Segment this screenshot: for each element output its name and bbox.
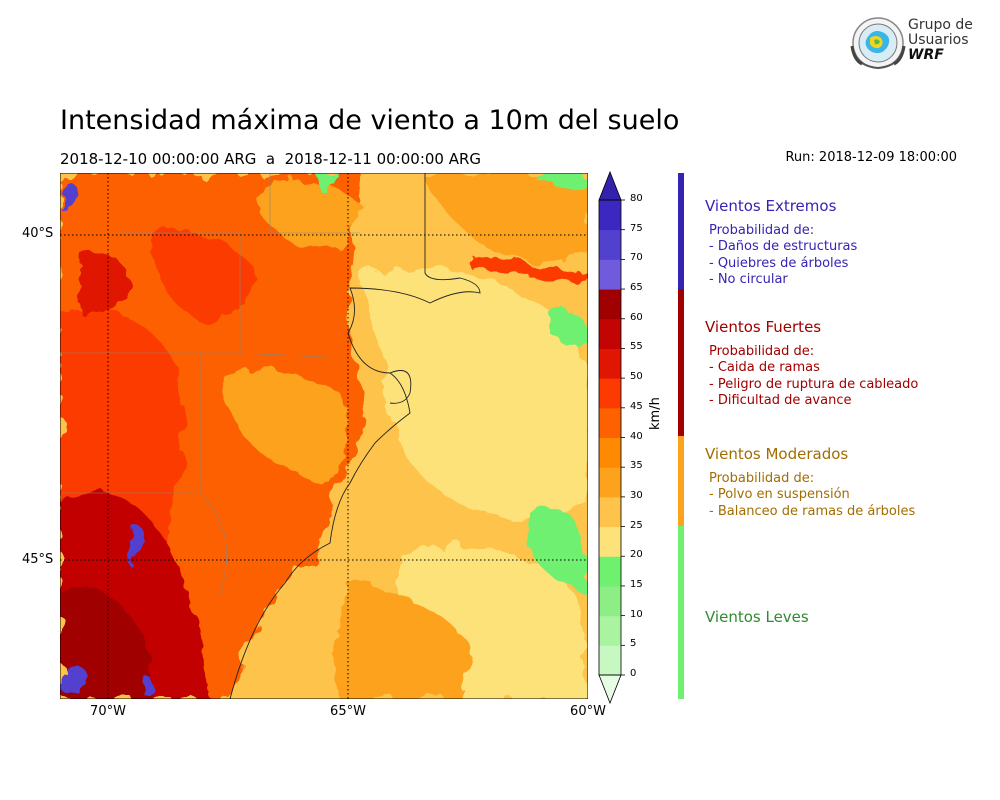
colorbar-band xyxy=(599,318,621,349)
lat-label-40s: 40°S xyxy=(22,226,54,241)
colorbar-unit: km/h xyxy=(648,397,663,430)
category-line: - Dificultad de avance xyxy=(709,393,852,409)
map-title: Intensidad máxima de viento a 10m del su… xyxy=(60,105,680,136)
logo-line-3: WRF xyxy=(908,47,944,63)
ocean-low-wind xyxy=(360,266,588,518)
category-list-extreme: Probabilidad de: - Daños de estructuras … xyxy=(709,223,857,289)
land-extreme-wind xyxy=(62,177,74,212)
category-line: Probabilidad de: xyxy=(709,471,815,486)
ocean-light-wind xyxy=(550,311,588,346)
run-timestamp: Run: 2018-12-09 18:00:00 xyxy=(785,150,957,165)
logo-text: Grupo de Usuarios WRF xyxy=(908,18,973,63)
colorbar-tick-label: 35 xyxy=(630,460,643,472)
colorbar-tick-label: 80 xyxy=(630,193,643,204)
category-title-moderate: Vientos Moderados xyxy=(705,445,849,463)
colorbar-band xyxy=(599,496,621,528)
ocean-light-wind xyxy=(530,509,588,593)
colorbar-tick-label: 10 xyxy=(630,608,643,620)
colorbar-tick-label: 30 xyxy=(630,489,643,501)
land-very-strong-wind xyxy=(80,251,130,315)
category-line: - No circular xyxy=(709,272,788,288)
colorbar-tick-label: 25 xyxy=(630,519,643,531)
colorbar-band xyxy=(599,200,621,231)
colorbar-tick-label: 75 xyxy=(630,222,643,234)
colorbar-band xyxy=(599,289,621,320)
coastline xyxy=(229,173,481,699)
colorbar-band xyxy=(599,437,621,468)
ocean-moderate-wind xyxy=(420,173,588,261)
colorbar-band xyxy=(599,645,621,676)
land-extreme-wind xyxy=(130,522,145,569)
category-line: Probabilidad de: xyxy=(709,344,815,359)
category-title-strong: Vientos Fuertes xyxy=(705,318,822,336)
colorbar-tick-label: 45 xyxy=(630,400,643,412)
colorbar-band xyxy=(599,585,621,617)
category-line: - Quiebres de árboles xyxy=(709,255,849,271)
colorbar-band xyxy=(599,467,621,498)
colorbar-tick-label: 40 xyxy=(630,430,643,442)
category-line: - Balanceo de ramas de árboles xyxy=(709,503,916,519)
ocean-strong-wind xyxy=(470,253,588,283)
colorbar-extend-min xyxy=(598,674,622,705)
category-title-extreme: Vientos Extremos xyxy=(705,197,837,215)
colorbar-tick-label: 55 xyxy=(630,341,643,353)
colorbar xyxy=(598,170,625,705)
lon-label-70w: 70°W xyxy=(90,704,126,719)
land-extreme-wind xyxy=(60,662,90,693)
globe-emblem-icon xyxy=(850,17,906,70)
colorbar-tick-label: 5 xyxy=(630,638,637,650)
colorbar-band xyxy=(599,378,621,409)
colorbar-band xyxy=(599,259,621,290)
category-line: - Polvo en suspensión xyxy=(709,487,850,503)
colorbar-tick-label: 50 xyxy=(630,371,643,383)
lat-label-45s: 45°S xyxy=(22,552,54,567)
category-line: - Caida de ramas xyxy=(709,360,820,376)
land-strong-wind xyxy=(150,231,252,323)
lon-label-65w: 65°W xyxy=(330,704,366,719)
category-line: - Daños de estructuras xyxy=(709,239,858,255)
colorbar-tick-label: 0 xyxy=(630,668,637,679)
category-bar-strong xyxy=(678,289,684,436)
colorbar-tick-label: 65 xyxy=(630,282,643,294)
category-list-strong: Probabilidad de: - Caida de ramas - Peli… xyxy=(709,344,918,410)
colorbar-tick-label: 20 xyxy=(630,549,643,561)
colorbar-tick-label: 70 xyxy=(630,252,643,264)
category-line: - Peligro de ruptura de cableado xyxy=(709,376,919,392)
category-line: Probabilidad de: xyxy=(709,223,815,238)
ocean-light-wind xyxy=(535,173,588,186)
colorbar-band xyxy=(599,348,621,379)
logo-line-1: Grupo de xyxy=(908,17,973,33)
colorbar-band xyxy=(599,229,621,260)
forecast-period: 2018-12-10 00:00:00 ARG a 2018-12-11 00:… xyxy=(60,150,482,168)
ocean-light-wind xyxy=(315,173,340,193)
logo-line-2: Usuarios xyxy=(908,32,969,48)
colorbar-tick-label: 60 xyxy=(630,311,643,323)
lon-label-60w: 60°W xyxy=(570,704,606,719)
ocean-moderate-wind xyxy=(332,583,468,699)
category-title-light: Vientos Leves xyxy=(705,608,809,626)
category-bar-moderate xyxy=(678,436,684,526)
colorbar-band xyxy=(599,615,621,646)
wind-map xyxy=(60,173,588,699)
wrf-logo xyxy=(850,17,906,70)
colorbar-tick-label: 15 xyxy=(630,578,643,590)
land-moderate-wind xyxy=(220,370,348,483)
gridlines xyxy=(60,173,588,699)
colorbar-extend-max xyxy=(598,170,622,201)
land-extreme-wind xyxy=(140,676,156,693)
colorbar-band xyxy=(599,407,621,438)
colorbar-band xyxy=(599,556,621,587)
category-list-moderate: Probabilidad de: - Polvo en suspensión -… xyxy=(709,471,915,520)
category-bar-extreme xyxy=(678,173,684,289)
category-bar-light xyxy=(678,526,684,699)
colorbar-band xyxy=(599,526,621,557)
province-borders xyxy=(60,173,360,594)
